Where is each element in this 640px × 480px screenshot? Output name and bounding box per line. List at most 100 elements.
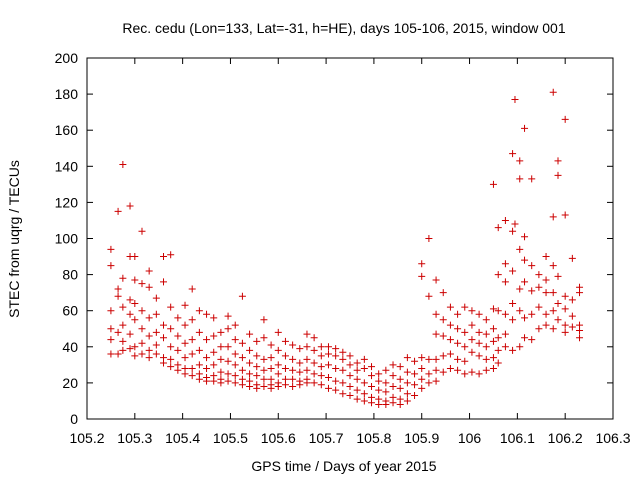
x-tick-label: 106.3 — [595, 430, 630, 446]
data-point — [482, 366, 490, 374]
data-point — [303, 366, 311, 374]
data-point — [289, 341, 297, 349]
data-point — [324, 384, 332, 392]
data-point — [217, 355, 225, 363]
data-point — [145, 332, 153, 340]
data-point — [403, 354, 411, 362]
data-point — [174, 314, 182, 322]
data-point — [501, 278, 509, 286]
data-point — [382, 388, 390, 396]
data-point — [389, 361, 397, 369]
data-point — [210, 348, 218, 356]
data-point — [231, 361, 239, 369]
data-point — [332, 364, 340, 372]
data-point — [576, 327, 584, 335]
data-point — [310, 334, 318, 342]
data-point — [542, 276, 550, 284]
data-point — [346, 383, 354, 391]
chart-title: Rec. cedu (Lon=133, Lat=-31, h=HE), days… — [122, 20, 565, 36]
data-point — [418, 354, 426, 362]
y-tick-label: 160 — [55, 122, 79, 138]
data-point — [114, 350, 122, 358]
data-point — [224, 357, 232, 365]
data-point — [382, 401, 390, 409]
data-point — [521, 334, 529, 342]
data-point — [489, 305, 497, 313]
data-point — [418, 375, 426, 383]
data-point — [310, 370, 318, 378]
data-point — [317, 343, 325, 351]
data-point — [494, 271, 502, 279]
data-point — [549, 88, 557, 96]
data-point — [389, 383, 397, 391]
data-point — [528, 287, 536, 295]
y-tick-label: 40 — [62, 339, 78, 355]
data-point — [119, 160, 127, 168]
data-point — [138, 325, 146, 333]
data-point — [561, 305, 569, 313]
data-point — [396, 363, 404, 371]
data-point — [145, 283, 153, 291]
data-point — [432, 330, 440, 338]
y-tick-label: 200 — [55, 50, 79, 66]
data-point — [267, 364, 275, 372]
data-point — [411, 381, 419, 389]
data-point — [238, 339, 246, 347]
data-point — [501, 216, 509, 224]
data-point — [516, 245, 524, 253]
data-point — [446, 303, 454, 311]
data-point — [131, 299, 139, 307]
data-point — [167, 303, 175, 311]
data-point — [511, 96, 519, 104]
data-point — [195, 346, 203, 354]
data-point — [561, 115, 569, 123]
data-point — [203, 354, 211, 362]
data-point — [126, 330, 134, 338]
data-point — [561, 211, 569, 219]
data-point — [549, 289, 557, 297]
data-point — [346, 392, 354, 400]
y-axis-label: STEC from uqrg / TECUs — [6, 160, 22, 318]
data-point — [509, 227, 517, 235]
x-tick-label: 106.2 — [548, 430, 583, 446]
data-point — [267, 384, 275, 392]
data-point — [217, 379, 225, 387]
data-point — [528, 175, 536, 183]
data-point — [188, 372, 196, 380]
data-point — [549, 325, 557, 333]
data-point — [568, 312, 576, 320]
data-point — [346, 361, 354, 369]
data-point — [425, 235, 433, 242]
data-point — [224, 377, 232, 385]
data-point — [535, 271, 543, 279]
data-point — [509, 346, 517, 354]
data-point — [535, 325, 543, 333]
data-point — [475, 328, 483, 336]
data-point — [332, 352, 340, 360]
data-point — [188, 316, 196, 324]
data-point — [246, 370, 254, 378]
data-point — [568, 254, 576, 262]
data-point — [339, 379, 347, 387]
data-point — [454, 366, 462, 374]
data-point — [468, 368, 476, 376]
data-point — [489, 337, 497, 345]
data-point — [188, 350, 196, 358]
data-point — [554, 316, 562, 324]
data-point — [138, 280, 146, 288]
data-point — [411, 370, 419, 378]
data-point — [554, 272, 562, 280]
data-point — [368, 399, 376, 407]
data-point — [521, 256, 529, 264]
data-point — [439, 368, 447, 376]
data-point — [303, 379, 311, 387]
data-point — [296, 368, 304, 376]
y-tick-label: 180 — [55, 86, 79, 102]
data-point — [528, 310, 536, 318]
data-point — [195, 375, 203, 383]
data-point — [181, 339, 189, 347]
x-tick-label: 105.6 — [261, 430, 296, 446]
data-point — [296, 381, 304, 389]
data-point — [339, 366, 347, 374]
data-point — [152, 350, 160, 358]
